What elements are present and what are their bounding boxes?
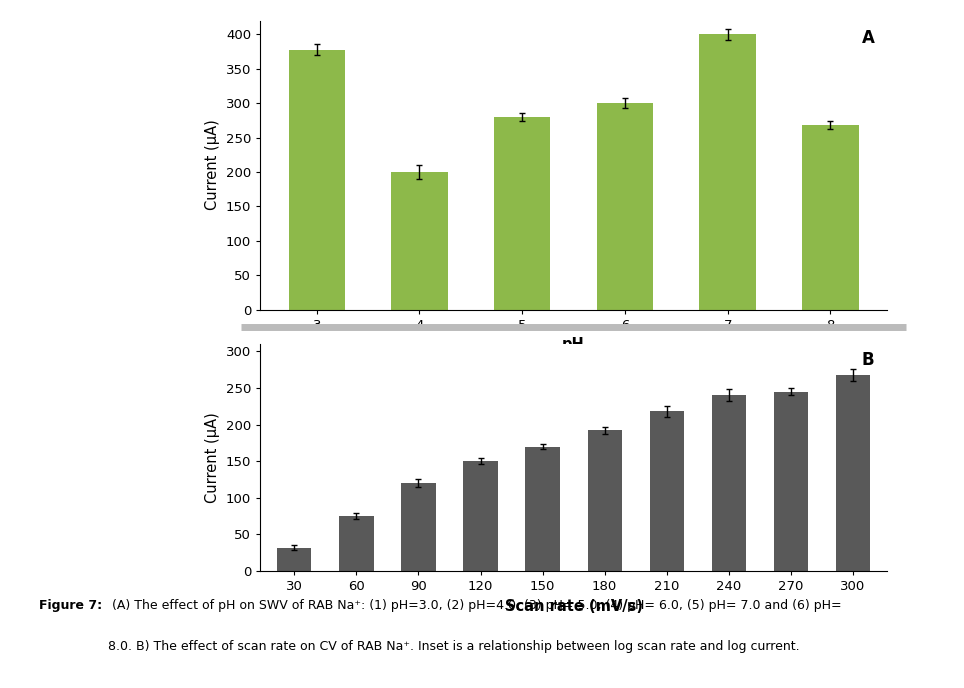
Text: B: B — [862, 351, 874, 369]
Bar — [650, 411, 683, 571]
Bar — [391, 172, 447, 310]
Bar — [700, 34, 756, 310]
Bar — [464, 461, 497, 571]
Bar — [802, 125, 859, 310]
Bar — [525, 447, 560, 571]
Bar — [401, 483, 436, 571]
Bar — [774, 391, 808, 571]
Bar — [278, 548, 311, 571]
Bar — [339, 516, 373, 571]
Text: (A) The effect of pH on SWV of RAB Na⁺: (1) pH=3.0, (2) pH=4.0, (3) pH= 5.0, (4): (A) The effect of pH on SWV of RAB Na⁺: … — [108, 599, 842, 612]
Bar — [711, 396, 746, 571]
Y-axis label: Current (μA): Current (μA) — [205, 412, 221, 503]
X-axis label: Scan rate (mV/s): Scan rate (mV/s) — [504, 599, 643, 614]
Bar — [587, 431, 622, 571]
Bar — [288, 50, 345, 310]
Y-axis label: Current (μA): Current (μA) — [205, 120, 221, 211]
Bar — [597, 103, 654, 310]
Bar — [494, 117, 550, 310]
Text: Figure 7:: Figure 7: — [39, 599, 101, 612]
X-axis label: pH: pH — [562, 337, 585, 352]
Text: 8.0. B) The effect of scan rate on CV of RAB Na⁺. Inset is a relationship betwee: 8.0. B) The effect of scan rate on CV of… — [108, 640, 799, 653]
Bar — [836, 375, 870, 571]
Text: A: A — [862, 30, 874, 47]
